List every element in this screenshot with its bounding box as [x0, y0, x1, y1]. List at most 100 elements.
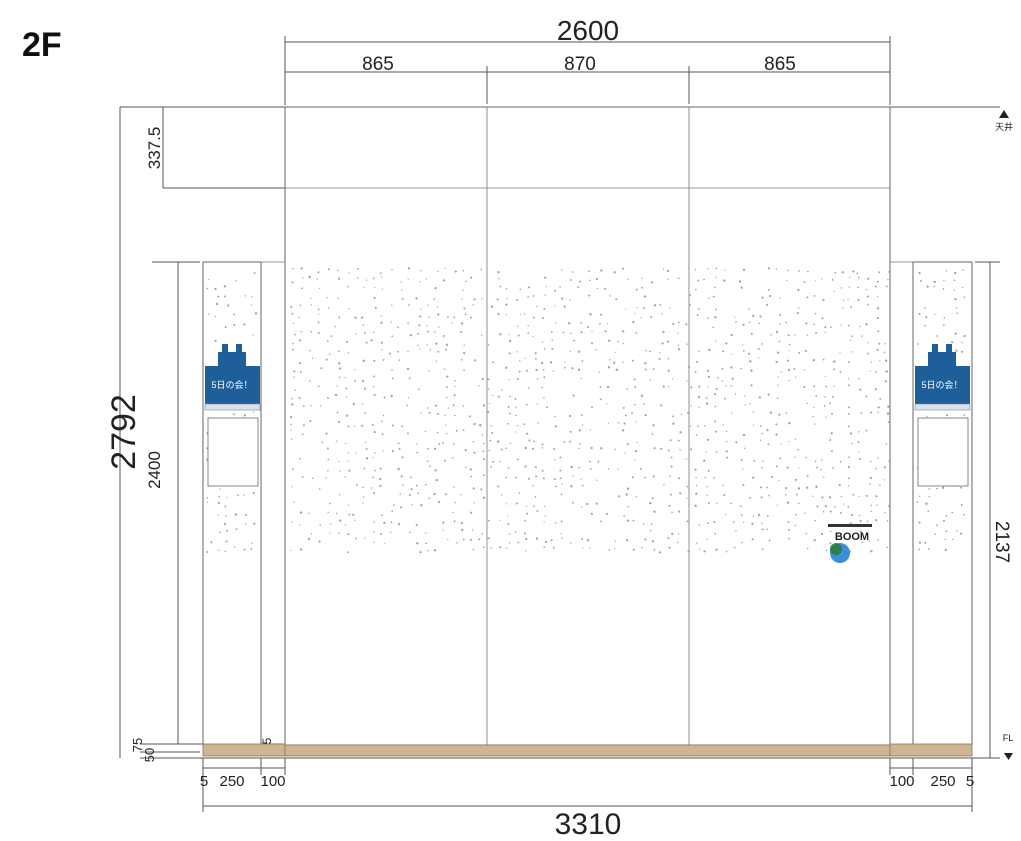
pattern-dot [328, 353, 331, 356]
pattern-dot [614, 448, 616, 451]
pattern-dot [876, 504, 878, 506]
pattern-dot [400, 281, 402, 283]
pattern-dot [409, 531, 411, 534]
pattern-dot [870, 510, 873, 513]
pattern-dot [569, 440, 571, 443]
main-wall [284, 106, 891, 746]
pattern-dot [571, 367, 574, 370]
pattern-dot [451, 457, 454, 459]
pattern-dot [677, 439, 680, 442]
pattern-dot [590, 446, 593, 450]
pattern-dot [292, 322, 295, 325]
pattern-dot [847, 413, 850, 415]
pattern-dot [339, 470, 341, 472]
pattern-dot [533, 505, 535, 507]
pattern-dot [768, 494, 770, 497]
pattern-dot [250, 295, 253, 298]
pattern-dot [797, 502, 800, 505]
right-dimension-group: 2137 FL [975, 261, 1013, 760]
pattern-dot [595, 479, 598, 481]
pattern-dot [714, 393, 717, 396]
pattern-dot [415, 443, 418, 445]
pattern-dot [936, 335, 938, 337]
pattern-dot [460, 493, 462, 496]
pattern-dot [794, 438, 797, 440]
left-middle-dim: 2400 [145, 451, 164, 489]
pattern-dot [569, 299, 571, 301]
pattern-dot [722, 350, 725, 353]
pattern-dot [524, 446, 527, 450]
pattern-dot [704, 425, 706, 427]
pattern-dot [549, 361, 553, 364]
pattern-dot [952, 538, 954, 541]
pattern-dot [671, 532, 674, 536]
pattern-dot [857, 431, 860, 433]
pattern-dot [420, 308, 422, 310]
pattern-dot [644, 476, 646, 479]
pattern-dot [373, 531, 375, 533]
pattern-dot [290, 305, 293, 308]
pattern-dot [447, 316, 449, 318]
pattern-dot [742, 350, 745, 353]
pattern-dot [597, 460, 600, 463]
pattern-dot [435, 360, 438, 362]
pattern-dot [714, 286, 716, 289]
pattern-dot [662, 385, 665, 388]
pattern-dot [345, 442, 347, 445]
pattern-dot [544, 540, 548, 544]
left-sign-building-icon [218, 344, 246, 366]
pattern-dot [770, 334, 772, 336]
pattern-dot [347, 352, 350, 354]
pattern-dot [651, 433, 654, 435]
pattern-dot [867, 277, 870, 280]
pattern-dot [462, 289, 464, 291]
pattern-dot [559, 477, 562, 480]
pattern-dot [797, 467, 800, 469]
pattern-dot [869, 476, 872, 479]
pattern-dot [235, 528, 238, 530]
pattern-dot [444, 414, 446, 416]
ceiling-label: 天井 [995, 121, 1013, 132]
pattern-dot [496, 298, 499, 301]
pattern-dot [356, 484, 358, 487]
pattern-dot [824, 331, 826, 334]
pattern-dot [456, 541, 458, 544]
pattern-dot [561, 297, 564, 300]
pattern-dot [379, 467, 382, 470]
pattern-dot [407, 350, 409, 353]
pattern-dot [740, 286, 743, 289]
pattern-dot [924, 307, 926, 309]
pattern-dot [320, 367, 323, 370]
pattern-dot [291, 403, 294, 406]
pattern-dot [399, 493, 401, 496]
pattern-dot [749, 360, 752, 363]
pattern-dot [714, 532, 717, 535]
pattern-dot [705, 397, 708, 400]
pattern-dot [934, 313, 936, 316]
floor-label: 2F [22, 26, 62, 64]
pattern-dot [634, 450, 637, 453]
left-sign-tray [204, 403, 261, 411]
pattern-dot [960, 532, 963, 535]
pattern-dot [572, 394, 575, 397]
right-height-dim: 2137 [991, 521, 1012, 563]
pattern-dot [886, 520, 889, 522]
pattern-dot [550, 331, 553, 333]
pattern-dot [617, 421, 620, 424]
pattern-dot [849, 432, 853, 435]
pattern-dot [291, 281, 294, 284]
pattern-dot [361, 424, 364, 427]
pattern-dot [233, 323, 236, 327]
pattern-dot [833, 360, 836, 363]
pattern-dot [848, 456, 850, 459]
pattern-dot [803, 385, 806, 388]
pattern-dot [299, 339, 302, 342]
pattern-dot [840, 324, 842, 326]
pattern-dot [874, 285, 877, 288]
pattern-dot [886, 546, 889, 549]
pattern-dot [813, 385, 816, 388]
pattern-dot [654, 304, 657, 307]
pattern-dot [348, 513, 351, 516]
pattern-dot [374, 287, 376, 289]
pattern-dot [219, 488, 221, 490]
